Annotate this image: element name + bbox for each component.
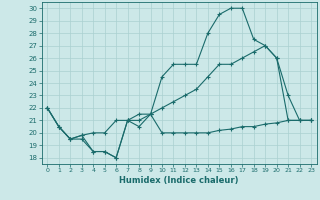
X-axis label: Humidex (Indice chaleur): Humidex (Indice chaleur) [119, 176, 239, 185]
